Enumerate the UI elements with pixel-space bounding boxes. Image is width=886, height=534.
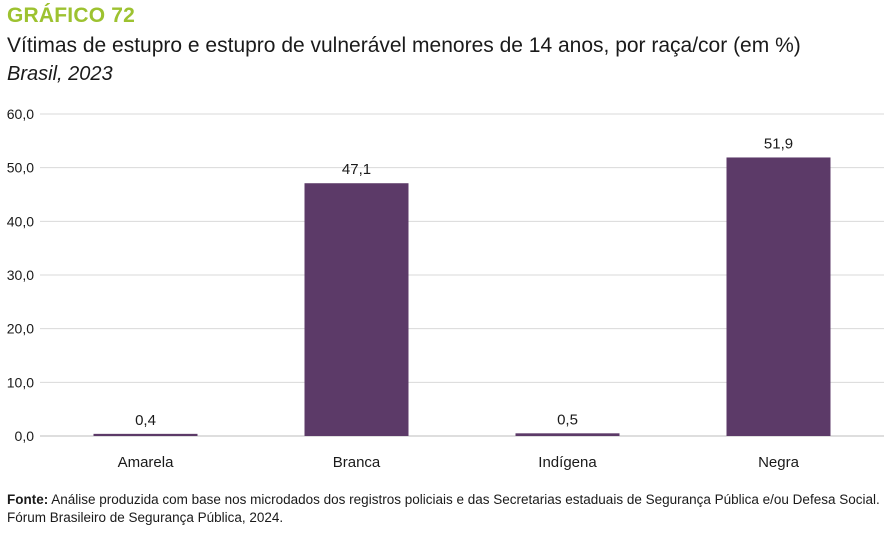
x-category-label: Amarela xyxy=(118,454,175,471)
data-label: 47,1 xyxy=(342,161,371,178)
chart-number-label: GRÁFICO 72 xyxy=(7,4,136,27)
data-label: 0,4 xyxy=(135,412,156,429)
x-category-label: Indígena xyxy=(538,454,597,471)
bar xyxy=(726,157,831,436)
data-label: 0,5 xyxy=(557,411,578,428)
data-label: 51,9 xyxy=(764,135,793,152)
y-tick-label: 60,0 xyxy=(7,106,34,122)
y-tick-label: 40,0 xyxy=(7,213,34,229)
bar xyxy=(93,433,198,436)
chart-subtitle: Brasil, 2023 xyxy=(7,63,113,85)
bar xyxy=(304,183,409,436)
y-tick-label: 0,0 xyxy=(15,428,35,444)
y-tick-label: 10,0 xyxy=(7,374,34,390)
y-tick-label: 20,0 xyxy=(7,321,34,337)
x-category-label: Negra xyxy=(758,454,800,471)
y-tick-label: 30,0 xyxy=(7,267,34,283)
bar-chart: 0,0 10,0 20,0 30,0 40,0 50,0 60,0 0,4 Amarela 47,… xyxy=(7,106,884,471)
y-tick-label: 50,0 xyxy=(7,160,34,176)
bar xyxy=(515,433,620,436)
source-note: Fonte: Análise produzida com base nos mi… xyxy=(7,491,883,527)
source-label: Fonte: xyxy=(7,492,49,507)
source-text: Análise produzida com base nos microdado… xyxy=(7,492,880,525)
x-category-label: Branca xyxy=(333,454,381,471)
chart-title: Vítimas de estupro e estupro de vulneráv… xyxy=(7,34,801,57)
